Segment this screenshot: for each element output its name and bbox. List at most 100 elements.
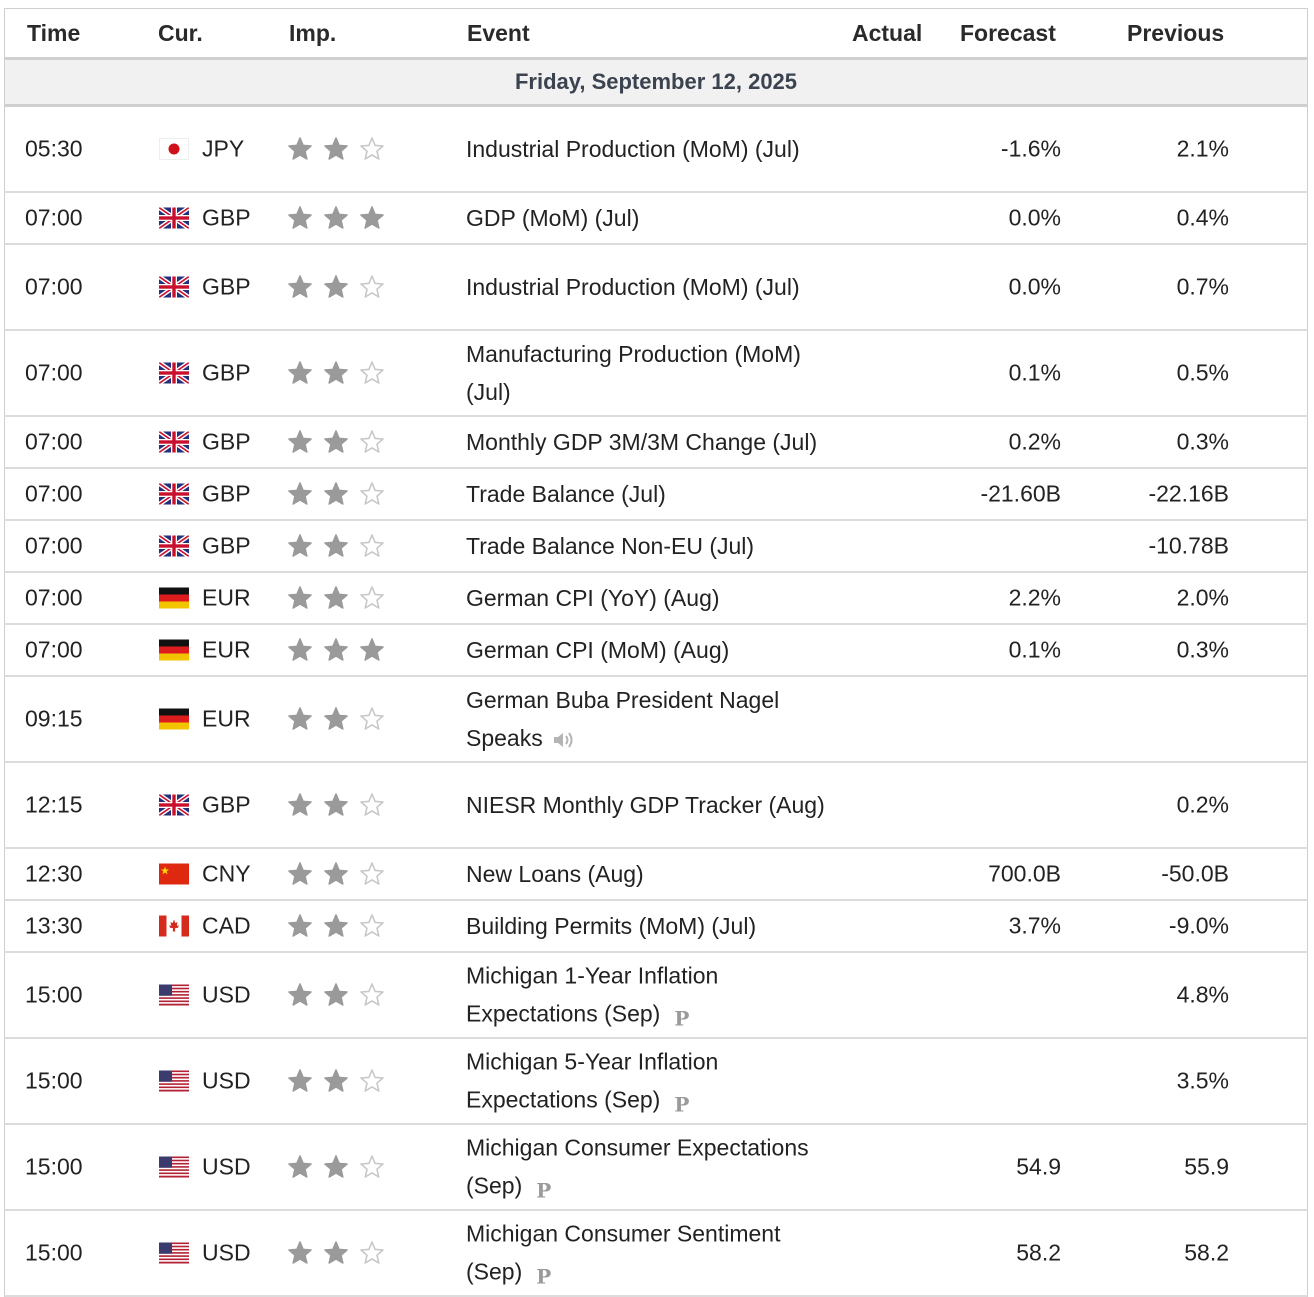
importance-stars (287, 861, 385, 887)
event-name-link[interactable]: German Buba President Nagel Speaks (466, 681, 836, 757)
star-filled-icon (288, 586, 312, 609)
table-row[interactable]: 12:15 GBP NIESR Monthly GDP Tracker (Aug) 0… (5, 763, 1307, 849)
star-filled-icon (288, 430, 312, 453)
table-header: Time Cur. Imp. Event Actual Forecast Pre… (5, 9, 1307, 60)
star-empty-icon (360, 707, 384, 730)
header-time[interactable]: Time (27, 20, 81, 46)
header-actual[interactable]: Actual (852, 20, 923, 46)
currency-code: USD (202, 1239, 251, 1266)
table-row[interactable]: 09:15 EUR German Buba President Nagel Spea… (5, 677, 1307, 763)
previous-value: 0.7% (1176, 273, 1229, 300)
event-name-link[interactable]: Trade Balance (Jul) (466, 475, 836, 513)
event-time: 07:00 (25, 359, 83, 386)
previous-value: 55.9 (1184, 1153, 1229, 1180)
event-name-link[interactable]: Industrial Production (MoM) (Jul) (466, 130, 836, 168)
event-name-link[interactable]: Trade Balance Non-EU (Jul) (466, 527, 836, 565)
star-empty-icon (360, 534, 384, 557)
germany-flag-icon (159, 708, 189, 730)
event-name-link[interactable]: Michigan Consumer Expectations (Sep) P (466, 1129, 836, 1206)
table-row[interactable]: 07:00 GBP Monthly GDP 3M/3M Change (Jul) 0.… (5, 417, 1307, 469)
forecast-value: 58.2 (1016, 1239, 1061, 1266)
star-filled-icon (324, 275, 348, 298)
china-flag-icon (159, 863, 189, 885)
star-filled-icon (288, 361, 312, 384)
star-empty-icon (360, 430, 384, 453)
importance-stars (287, 792, 385, 818)
event-time: 15:00 (25, 1239, 83, 1266)
event-name: NIESR Monthly GDP Tracker (Aug) (466, 792, 825, 818)
table-row[interactable]: 15:00 USD Michigan Consumer Expectations (… (5, 1125, 1307, 1211)
star-filled-icon (324, 1069, 348, 1092)
header-currency[interactable]: Cur. (158, 20, 203, 46)
table-row[interactable]: 15:00 USD Michigan 1-Year Inflation Expect… (5, 953, 1307, 1039)
event-name-link[interactable]: Michigan Consumer Sentiment (Sep) P (466, 1215, 836, 1292)
event-name-link[interactable]: Monthly GDP 3M/3M Change (Jul) (466, 423, 836, 461)
uk-flag-icon (157, 533, 191, 559)
importance-stars (287, 1068, 385, 1094)
table-row[interactable]: 07:00 GBP Trade Balance Non-EU (Jul) -10.78… (5, 521, 1307, 573)
star-filled-icon (324, 1155, 348, 1178)
star-empty-icon (360, 1069, 384, 1092)
star-empty-icon (360, 586, 384, 609)
preliminary-icon: P (674, 1092, 690, 1117)
forecast-value: 0.1% (1008, 636, 1061, 663)
importance-stars (287, 481, 385, 507)
currency-code: USD (202, 1067, 251, 1094)
table-row[interactable]: 15:00 USD Michigan 5-Year Inflation Expect… (5, 1039, 1307, 1125)
currency-code: CNY (202, 860, 251, 887)
preliminary-icon: P (536, 1264, 552, 1289)
event-name: GDP (MoM) (Jul) (466, 205, 640, 231)
previous-value: 2.0% (1176, 584, 1229, 611)
importance-stars (287, 637, 385, 663)
event-name-link[interactable]: GDP (MoM) (Jul) (466, 199, 836, 237)
header-forecast[interactable]: Forecast (960, 20, 1056, 46)
event-name: New Loans (Aug) (466, 861, 644, 887)
star-filled-icon (288, 1069, 312, 1092)
event-name-link[interactable]: New Loans (Aug) (466, 855, 836, 893)
event-name-link[interactable]: Michigan 1-Year Inflation Expectations (… (466, 957, 836, 1034)
table-row[interactable]: 07:00 GBP Industrial Production (MoM) (Jul… (5, 245, 1307, 331)
event-name-link[interactable]: Manufacturing Production (MoM) (Jul) (466, 335, 836, 411)
table-row[interactable]: 15:00 USD Michigan Consumer Sentiment (Sep… (5, 1211, 1307, 1297)
forecast-value: 0.1% (1008, 359, 1061, 386)
economic-calendar-table: Time Cur. Imp. Event Actual Forecast Pre… (4, 8, 1308, 1297)
currency-code: EUR (202, 705, 251, 732)
header-event[interactable]: Event (467, 20, 530, 46)
star-empty-icon (360, 914, 384, 937)
currency-code: GBP (202, 532, 251, 559)
event-name: German Buba President Nagel Speaks (466, 687, 780, 751)
table-row[interactable]: 07:00 GBP Manufacturing Production (MoM) (… (5, 331, 1307, 417)
table-row[interactable]: 05:30 JPY Industrial Production (MoM) (Jul… (5, 107, 1307, 193)
event-name-link[interactable]: Industrial Production (MoM) (Jul) (466, 268, 836, 306)
table-row[interactable]: 12:30 CNY New Loans (Aug) 700.0B -50.0B (5, 849, 1307, 901)
event-name: Trade Balance (Jul) (466, 481, 666, 507)
event-name-link[interactable]: NIESR Monthly GDP Tracker (Aug) (466, 786, 836, 824)
event-name-link[interactable]: German CPI (YoY) (Aug) (466, 579, 836, 617)
uk-flag-icon (157, 205, 191, 231)
table-row[interactable]: 13:30 CAD Building Permits (MoM) (Jul) 3.7%… (5, 901, 1307, 953)
star-filled-icon (288, 206, 312, 229)
table-row[interactable]: 07:00 GBP Trade Balance (Jul) -21.60B -22.16… (5, 469, 1307, 521)
star-empty-icon (360, 361, 384, 384)
importance-stars (287, 913, 385, 939)
table-row[interactable]: 07:00 EUR German CPI (YoY) (Aug) 2.2% 2.0% (5, 573, 1307, 625)
event-name: Michigan 1-Year Inflation Expectations (… (466, 962, 719, 1027)
currency-code: GBP (202, 480, 251, 507)
speaker-icon (553, 732, 573, 748)
event-name-link[interactable]: Building Permits (MoM) (Jul) (466, 907, 836, 945)
table-row[interactable]: 07:00 EUR German CPI (MoM) (Aug) 0.1% 0.3% (5, 625, 1307, 677)
header-previous[interactable]: Previous (1127, 20, 1225, 46)
event-name: Trade Balance Non-EU (Jul) (466, 533, 755, 559)
event-time: 12:30 (25, 860, 83, 887)
event-time: 15:00 (25, 981, 83, 1008)
currency-code: GBP (202, 359, 251, 386)
star-filled-icon (324, 430, 348, 453)
importance-stars (287, 1240, 385, 1266)
uk-flag-icon (157, 481, 191, 507)
star-filled-icon (360, 638, 384, 661)
table-row[interactable]: 07:00 GBP GDP (MoM) (Jul) 0.0% 0.4% (5, 193, 1307, 245)
previous-value: 0.3% (1176, 428, 1229, 455)
event-name-link[interactable]: Michigan 5-Year Inflation Expectations (… (466, 1043, 836, 1120)
header-importance[interactable]: Imp. (289, 20, 337, 46)
event-name-link[interactable]: German CPI (MoM) (Aug) (466, 631, 836, 669)
